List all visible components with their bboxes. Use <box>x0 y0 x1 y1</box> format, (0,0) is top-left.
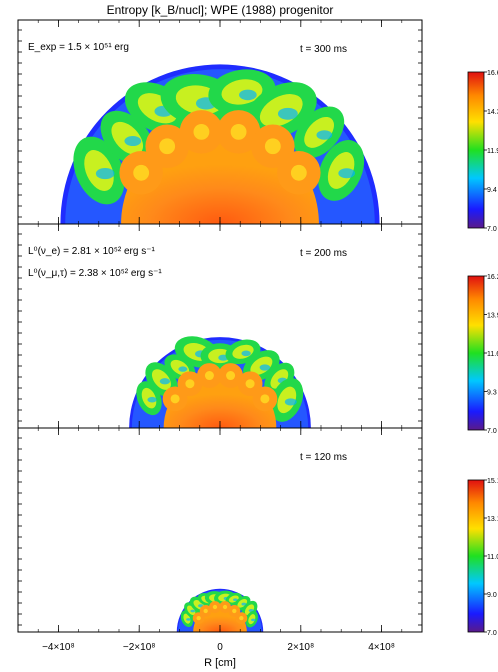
panel-2: t = 200 ms L⁰(ν_e) = 2.81 × 10⁵² erg s⁻¹ L… <box>17 223 498 435</box>
figure-title: Entropy [k_B/nucl]; WPE (1988) progenito… <box>107 3 334 17</box>
colorbar-tick-label: 11.9 <box>487 148 498 155</box>
panel-annotation: L⁰(ν_μ,τ) = 2.38 × 10⁵² erg s⁻¹ <box>28 268 162 279</box>
x-tick-label: 0 <box>217 642 223 653</box>
colorbar-tick-label: 13.1 <box>487 516 498 523</box>
panel-annotation: E_exp = 1.5 × 10⁵¹ erg <box>28 42 129 53</box>
x-axis-ticks: −4×10⁸ −2×10⁸ 0 2×10⁸ 4×10⁸ <box>42 642 395 653</box>
colorbar-tick-label: 13.9 <box>487 313 498 320</box>
colorbar-1: 16.6 14.3 11.9 9.4 7.0 <box>467 70 498 233</box>
colorbar-tick-label: 15.1 <box>487 478 498 485</box>
x-tick-label: −2×10⁸ <box>123 642 156 653</box>
time-label: t = 120 ms <box>300 452 347 463</box>
colorbar-tick-label: 7.0 <box>487 226 497 233</box>
colorbar-gradient <box>467 275 485 431</box>
colorbar-gradient <box>467 71 485 229</box>
panel-annotation: L⁰(ν_e) = 2.81 × 10⁵² erg s⁻¹ <box>28 246 155 257</box>
colorbar-tick-label: 16.6 <box>487 70 498 77</box>
x-axis-label: R [cm] <box>204 657 236 669</box>
x-tick-label: 4×10⁸ <box>368 642 395 653</box>
colorbar-tick-label: 16.2 <box>487 274 498 281</box>
colorbar-tick-label: 11.0 <box>487 554 498 561</box>
panels: t = 300 ms E_exp = 1.5 × 10⁵¹ erg 16.6 14.3… <box>17 19 498 637</box>
colorbar-2: 16.2 13.9 11.6 9.3 7.0 <box>467 274 498 435</box>
colorbar-tick-label: 7.0 <box>487 428 497 435</box>
colorbar-tick-label: 9.3 <box>487 390 497 397</box>
panel-1: t = 300 ms E_exp = 1.5 × 10⁵¹ erg 16.6 14.3… <box>17 19 498 233</box>
colorbar-tick-label: 14.3 <box>487 109 498 116</box>
colorbar-tick-label: 9.4 <box>487 187 497 194</box>
panel-3: t = 120 ms 15.1 13.1 11.0 9.0 7.0 <box>17 427 498 637</box>
time-label: t = 300 ms <box>300 44 347 55</box>
colorbar-tick-label: 9.0 <box>487 592 497 599</box>
x-tick-label: −4×10⁸ <box>42 642 75 653</box>
x-tick-label: 2×10⁸ <box>287 642 314 653</box>
colorbar-gradient <box>467 479 485 633</box>
colorbar-tick-label: 7.0 <box>487 630 497 637</box>
colorbar-tick-label: 11.6 <box>487 351 498 358</box>
colorbar-3: 15.1 13.1 11.0 9.0 7.0 <box>467 478 498 637</box>
time-label: t = 200 ms <box>300 248 347 259</box>
